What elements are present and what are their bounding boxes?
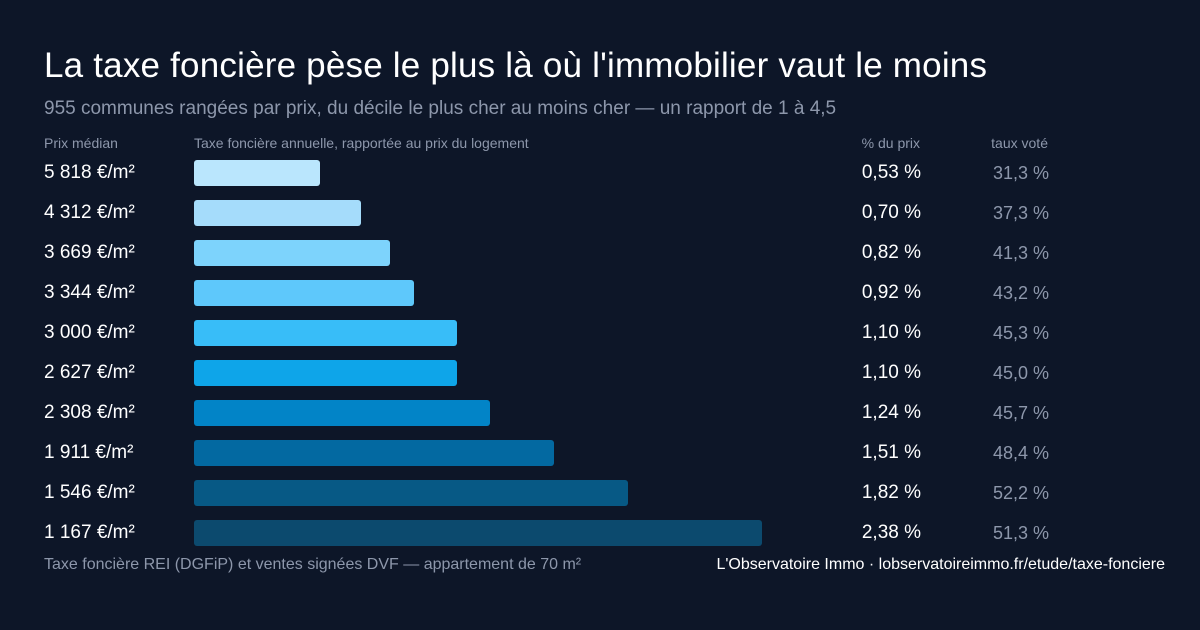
column-header-bar: Taxe foncière annuelle, rapportée au pri… xyxy=(194,135,529,151)
chart-subtitle: 955 communes rangées par prix, du décile… xyxy=(44,98,837,119)
chart-row: 2 308 €/m² 1,24 % 45,7 % xyxy=(0,400,1200,426)
rate-label: 52,2 % xyxy=(992,483,1049,503)
column-header-price: Prix médian xyxy=(44,135,118,151)
value-label: 1,51 % xyxy=(861,442,921,463)
category-label: 3 000 €/m² xyxy=(44,322,135,343)
rate-label: 37,3 % xyxy=(992,203,1049,223)
bar xyxy=(194,520,762,546)
value-label: 2,38 % xyxy=(861,522,921,543)
column-header-pct: % du prix xyxy=(861,135,920,151)
value-label: 1,24 % xyxy=(861,402,921,423)
category-label: 1 546 €/m² xyxy=(44,482,135,503)
category-label: 1 167 €/m² xyxy=(44,522,135,543)
chart-row: 1 911 €/m² 1,51 % 48,4 % xyxy=(0,440,1200,466)
category-label: 4 312 €/m² xyxy=(44,202,135,223)
value-label: 0,53 % xyxy=(861,162,921,183)
bar xyxy=(194,440,554,466)
value-label: 1,10 % xyxy=(861,362,921,383)
brand-credit: L'Observatoire Immo · lobservatoireimmo.… xyxy=(716,556,1165,573)
category-label: 5 818 €/m² xyxy=(44,162,135,183)
bar xyxy=(194,200,361,226)
value-label: 0,70 % xyxy=(861,202,921,223)
category-label: 3 344 €/m² xyxy=(44,282,135,303)
chart-row: 1 167 €/m² 2,38 % 51,3 % xyxy=(0,520,1200,546)
category-label: 2 308 €/m² xyxy=(44,402,135,423)
category-label: 3 669 €/m² xyxy=(44,242,135,263)
column-header-rate: taux voté xyxy=(991,135,1048,151)
chart-title: La taxe foncière pèse le plus là où l'im… xyxy=(44,46,988,85)
bar xyxy=(194,280,414,306)
chart-row: 1 546 €/m² 1,82 % 52,2 % xyxy=(0,480,1200,506)
chart-row: 3 669 €/m² 0,82 % 41,3 % xyxy=(0,240,1200,266)
rate-label: 45,3 % xyxy=(992,323,1049,343)
chart-row: 3 344 €/m² 0,92 % 43,2 % xyxy=(0,280,1200,306)
rate-label: 48,4 % xyxy=(992,443,1049,463)
value-label: 0,82 % xyxy=(861,242,921,263)
rate-label: 43,2 % xyxy=(992,283,1049,303)
bar xyxy=(194,160,320,186)
source-note: Taxe foncière REI (DGFiP) et ventes sign… xyxy=(44,556,582,573)
rate-label: 31,3 % xyxy=(992,163,1049,183)
rate-label: 45,7 % xyxy=(992,403,1049,423)
chart-row: 5 818 €/m² 0,53 % 31,3 % xyxy=(0,160,1200,186)
rate-label: 45,0 % xyxy=(992,363,1049,383)
category-label: 1 911 €/m² xyxy=(44,442,134,463)
chart-row: 4 312 €/m² 0,70 % 37,3 % xyxy=(0,200,1200,226)
bar xyxy=(194,480,628,506)
chart-row: 2 627 €/m² 1,10 % 45,0 % xyxy=(0,360,1200,386)
bar xyxy=(194,320,457,346)
bar xyxy=(194,400,490,426)
value-label: 1,10 % xyxy=(861,322,921,343)
category-label: 2 627 €/m² xyxy=(44,362,135,383)
value-label: 0,92 % xyxy=(861,282,921,303)
bar xyxy=(194,360,457,386)
value-label: 1,82 % xyxy=(861,482,921,503)
rate-label: 41,3 % xyxy=(992,243,1049,263)
chart-row: 3 000 €/m² 1,10 % 45,3 % xyxy=(0,320,1200,346)
rate-label: 51,3 % xyxy=(992,523,1049,543)
bar xyxy=(194,240,390,266)
